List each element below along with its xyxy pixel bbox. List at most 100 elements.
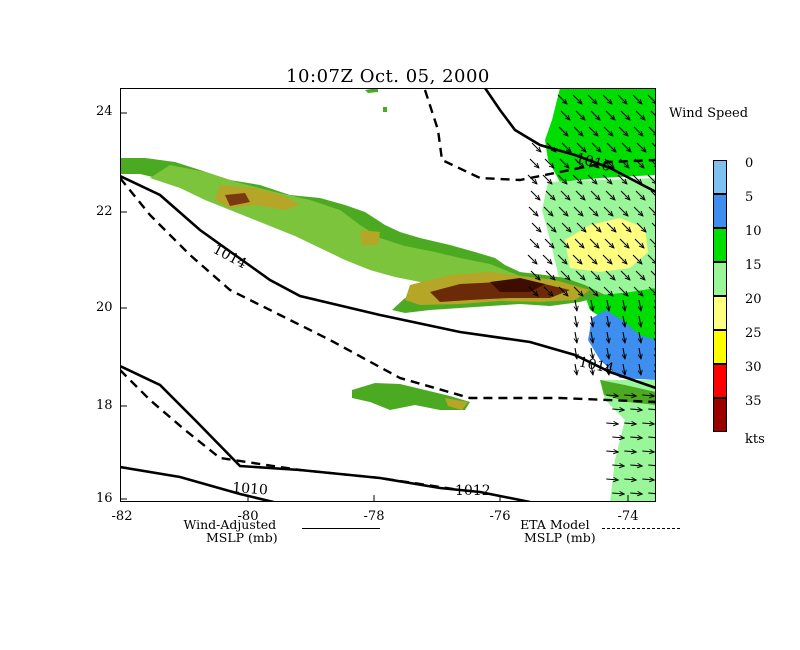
wind-arrow — [630, 493, 642, 494]
wind-arrow — [544, 158, 554, 168]
key-label: MSLP (mb) — [206, 530, 278, 545]
wind-arrow — [649, 158, 656, 168]
wind-arrow — [648, 409, 656, 410]
wind-arrow — [575, 331, 577, 343]
small-island — [365, 88, 378, 93]
wind-arrow — [558, 126, 568, 136]
y-tick-18: 18 — [96, 398, 113, 413]
y-tick-20: 20 — [96, 300, 113, 315]
wind-arrow — [603, 286, 613, 296]
key-label: Wind-Adjusted — [183, 517, 277, 532]
wind-arrow — [573, 286, 583, 296]
wind-arrow — [642, 395, 654, 396]
legend-swatch — [713, 296, 727, 330]
wind-arrow — [642, 423, 654, 424]
wind-arrow — [591, 331, 593, 343]
x-tick-78: -78 — [363, 509, 385, 524]
wind-arrow — [574, 238, 584, 248]
wind-arrow — [558, 286, 568, 296]
x-tick-76: -76 — [489, 509, 511, 524]
wind-arrow — [639, 315, 641, 327]
wind-arrow — [607, 299, 609, 311]
wind-arrow — [559, 238, 569, 248]
wind-arrow — [632, 174, 642, 184]
wind-arrow — [528, 206, 538, 216]
wind-arrow — [572, 254, 582, 264]
wind-arrow — [649, 238, 656, 248]
wind-arrow — [639, 347, 641, 359]
legend-swatch — [713, 160, 727, 194]
wind-arrow — [607, 347, 609, 359]
wind-arrow — [545, 270, 555, 280]
wind-arrow — [575, 347, 577, 359]
wind-arrow — [604, 238, 614, 248]
wind-arrow — [623, 363, 625, 375]
key-label: ETA Model — [520, 517, 590, 532]
legend-swatch — [713, 228, 727, 262]
x-tick-74: -74 — [617, 509, 639, 524]
wind-arrow — [602, 254, 612, 264]
wind-arrow — [603, 206, 613, 216]
wind-arrow — [606, 479, 618, 480]
wind-arrow — [648, 493, 656, 494]
wind-arrow — [612, 409, 624, 410]
wind-arrow — [634, 238, 644, 248]
dashed-line-key — [602, 528, 680, 529]
wind-arrow — [573, 206, 583, 216]
wind-arrow — [576, 142, 586, 152]
wind-arrow — [606, 142, 616, 152]
wind-arrow — [621, 142, 631, 152]
wind-arrow — [648, 437, 656, 438]
wind-arrow — [620, 270, 630, 280]
x-tick-80: -80 — [237, 509, 259, 524]
wind-arrow — [575, 299, 577, 311]
wind-arrow — [545, 190, 555, 200]
wind-arrow — [527, 174, 537, 184]
wind-arrow — [606, 222, 616, 232]
wind-arrow — [636, 142, 646, 152]
wind-arrow — [651, 142, 656, 152]
wind-arrow — [602, 174, 612, 184]
wind-arrow — [604, 158, 614, 168]
wind-arrow — [619, 158, 629, 168]
wind-arrow — [575, 110, 585, 120]
wind-arrow — [560, 110, 570, 120]
wind-arrow — [576, 222, 586, 232]
wind-arrow — [605, 270, 615, 280]
legend-swatch — [713, 262, 727, 296]
wind-arrow — [542, 174, 552, 184]
wind-arrow — [603, 126, 613, 136]
wind-arrow — [621, 222, 631, 232]
wind-arrow — [589, 238, 599, 248]
y-tick-24: 24 — [96, 104, 113, 119]
wind-arrow — [588, 286, 598, 296]
legend-swatch — [713, 330, 727, 364]
wind-arrow — [635, 270, 645, 280]
wind-arrow — [531, 142, 541, 152]
wind-arrow — [623, 347, 625, 359]
wind-arrow — [612, 465, 624, 466]
wind-arrow — [651, 222, 656, 232]
wind-arrow — [642, 479, 654, 480]
wind-arrow — [575, 315, 577, 327]
wind-arrow — [617, 254, 627, 264]
x-tick-82: -82 — [111, 509, 133, 524]
wind-arrow — [620, 190, 630, 200]
legend-label: 15 — [745, 258, 762, 273]
wind-arrow — [575, 190, 585, 200]
wind-arrow — [623, 315, 625, 327]
jamaica-landmass — [352, 383, 470, 410]
solid-line-key — [302, 528, 380, 529]
wind-arrow — [572, 174, 582, 184]
wind-arrow — [639, 299, 641, 311]
wind-arrow — [602, 94, 612, 104]
wind-arrow — [544, 238, 554, 248]
wind-arrow — [607, 315, 609, 327]
wind-arrow — [561, 142, 571, 152]
legend-title: Wind Speed — [669, 106, 749, 121]
wind-arrow — [620, 110, 630, 120]
legend-label: 10 — [745, 224, 762, 239]
wind-arrow — [591, 299, 593, 311]
eta-model-key: ETA Model MSLP (mb) — [514, 518, 596, 544]
wind-arrow — [573, 126, 583, 136]
